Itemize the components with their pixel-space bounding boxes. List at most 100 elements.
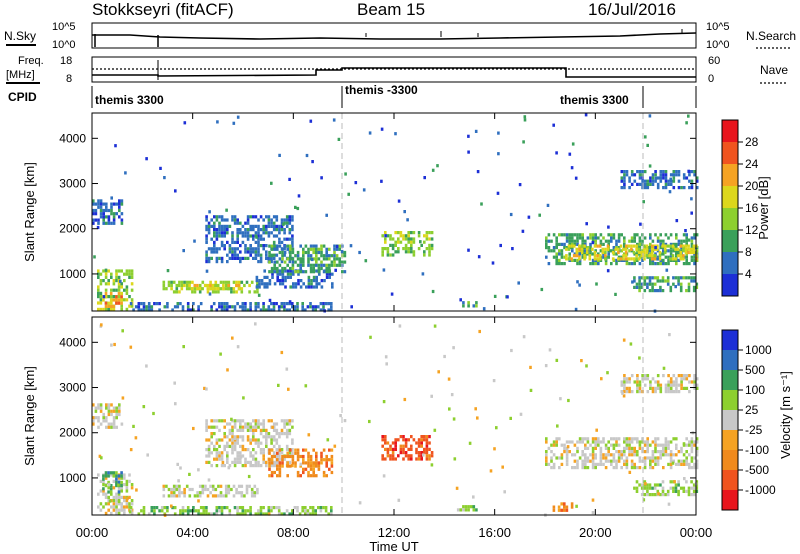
range-cell [693, 440, 696, 444]
range-cell [252, 250, 255, 254]
range-cell [299, 474, 302, 478]
range-cell [384, 447, 387, 451]
range-cell [288, 428, 292, 432]
range-cell [636, 386, 639, 390]
range-cell [298, 512, 302, 516]
range-cell [99, 295, 103, 299]
range-cell [281, 254, 284, 258]
range-cell [560, 249, 564, 253]
range-cell [585, 247, 589, 251]
range-cell [664, 255, 668, 259]
range-cell [186, 506, 190, 510]
range-cell [273, 282, 277, 286]
range-cell [343, 254, 347, 258]
range-cell [659, 176, 663, 180]
range-cell [545, 450, 548, 454]
range-cell [665, 268, 669, 272]
range-cell [643, 383, 647, 387]
range-cell [693, 173, 696, 177]
range-cell [568, 252, 571, 256]
range-cell [112, 409, 116, 413]
range-cell [630, 374, 634, 378]
range-cell [198, 290, 202, 294]
range-cell [358, 250, 361, 255]
range-cell [288, 302, 291, 306]
range-cell [552, 246, 556, 250]
range-cell [267, 419, 271, 423]
range-cell [690, 239, 694, 243]
range-cell [220, 509, 224, 513]
range-cell [213, 244, 216, 248]
range-cell [218, 428, 221, 432]
range-cell [257, 244, 260, 248]
range-cell [576, 262, 579, 266]
range-cell [312, 464, 315, 468]
range-cell [94, 409, 98, 413]
range-cell [653, 493, 657, 497]
range-cell [306, 305, 310, 309]
range-cell [675, 380, 678, 384]
range-cell [646, 486, 649, 490]
range-cell [110, 425, 113, 429]
range-cell [695, 489, 699, 493]
range-cell [628, 450, 631, 454]
range-cell [623, 380, 626, 384]
range-cell [612, 446, 616, 450]
range-cell [386, 451, 390, 455]
range-cell [662, 366, 666, 370]
range-cell [257, 247, 260, 251]
range-cell [218, 419, 221, 423]
range-cell [254, 438, 258, 442]
range-cell [225, 308, 229, 312]
range-cell [638, 356, 641, 360]
range-cell [246, 250, 250, 254]
range-cell [227, 283, 230, 288]
range-cell [118, 215, 121, 219]
range-cell [636, 437, 639, 441]
range-cell [205, 228, 208, 232]
range-cell [310, 257, 314, 262]
range-cell [207, 221, 211, 225]
range-cell [203, 386, 206, 390]
range-cell [646, 285, 649, 289]
range-cell [130, 275, 134, 279]
freq-tick-top: 18 [60, 55, 72, 67]
range-cell [97, 205, 100, 209]
range-cell [643, 186, 647, 190]
range-cell [643, 466, 647, 470]
range-cell [646, 182, 650, 186]
range-cell [407, 447, 410, 451]
range-cell [654, 233, 657, 237]
range-cell [420, 435, 423, 439]
range-cell [625, 386, 629, 390]
range-cell [117, 269, 121, 273]
range-cell [205, 387, 208, 391]
range-cell [682, 239, 686, 243]
range-cell [576, 236, 579, 240]
range-cell [623, 246, 626, 250]
range-cell [272, 451, 276, 455]
range-cell [198, 494, 202, 498]
range-cell [270, 247, 274, 251]
range-cell [299, 260, 302, 264]
range-cell [92, 199, 95, 203]
range-cell [598, 257, 602, 261]
range-cell [277, 305, 281, 309]
range-cell [205, 448, 208, 452]
range-cell [653, 282, 657, 286]
range-cell [644, 135, 647, 139]
range-cell [218, 451, 221, 455]
range-cell [275, 234, 279, 238]
range-cell [327, 308, 330, 312]
range-cell [675, 443, 678, 447]
range-cell [270, 458, 274, 462]
range-cell [576, 446, 579, 450]
range-cell [586, 440, 590, 444]
range-cell [568, 242, 571, 246]
range-cell [232, 494, 236, 498]
range-cell [107, 221, 111, 225]
range-cell [272, 256, 276, 260]
range-cell [653, 486, 657, 490]
range-cell [667, 383, 670, 387]
range-cell [211, 287, 215, 291]
